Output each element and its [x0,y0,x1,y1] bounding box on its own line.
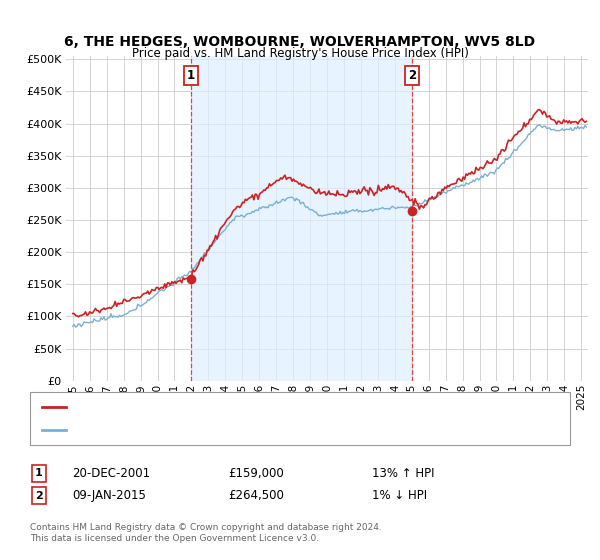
Text: 09-JAN-2015: 09-JAN-2015 [72,489,146,502]
Text: 6, THE HEDGES, WOMBOURNE, WOLVERHAMPTON, WV5 8LD: 6, THE HEDGES, WOMBOURNE, WOLVERHAMPTON,… [64,35,536,49]
Text: HPI: Average price, detached house, South Staffordshire: HPI: Average price, detached house, Sout… [75,425,369,435]
Text: 1: 1 [35,468,43,478]
Text: £159,000: £159,000 [228,466,284,480]
Text: 20-DEC-2001: 20-DEC-2001 [72,466,150,480]
Text: 13% ↑ HPI: 13% ↑ HPI [372,466,434,480]
Text: 1% ↓ HPI: 1% ↓ HPI [372,489,427,502]
Text: 1: 1 [187,69,195,82]
Bar [191,56,412,381]
Text: 2: 2 [408,69,416,82]
Text: 2: 2 [35,491,43,501]
Text: Contains HM Land Registry data © Crown copyright and database right 2024.
This d: Contains HM Land Registry data © Crown c… [30,524,382,543]
Text: 6, THE HEDGES, WOMBOURNE, WOLVERHAMPTON, WV5 8LD (detached house): 6, THE HEDGES, WOMBOURNE, WOLVERHAMPTON,… [75,402,485,412]
Text: Price paid vs. HM Land Registry's House Price Index (HPI): Price paid vs. HM Land Registry's House … [131,46,469,60]
Text: £264,500: £264,500 [228,489,284,502]
